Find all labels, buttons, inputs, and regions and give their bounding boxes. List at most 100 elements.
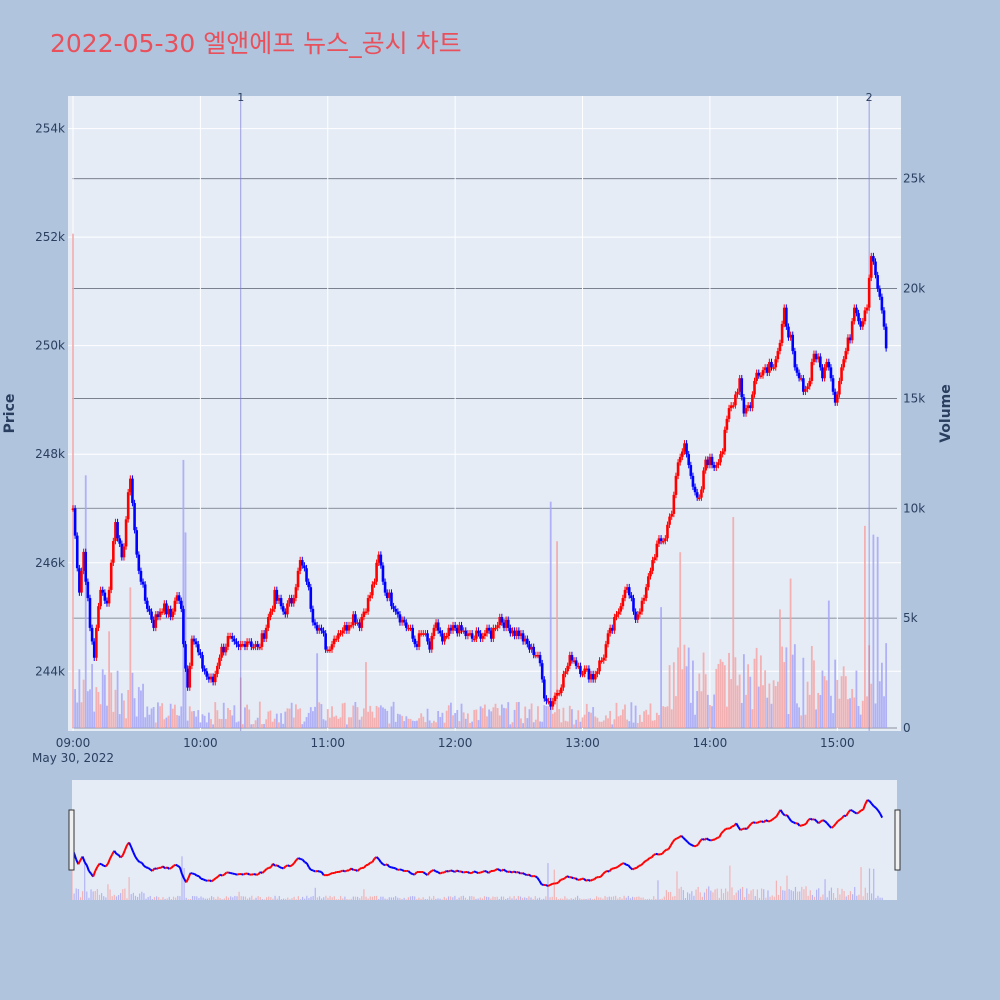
volume-bar xyxy=(114,689,117,728)
range-slider[interactable] xyxy=(68,780,901,900)
volume-bar xyxy=(309,707,312,728)
range-slider-price-line xyxy=(589,878,593,882)
range-slider-price-line xyxy=(247,872,251,876)
range-slider-volume-bar xyxy=(189,899,192,900)
range-slider-volume-bar xyxy=(494,896,496,900)
range-slider-price-line xyxy=(232,872,236,876)
range-slider-price-line xyxy=(505,870,509,873)
range-slider-left-handle[interactable] xyxy=(68,809,75,871)
range-slider-price-line xyxy=(492,869,496,872)
candle-body xyxy=(636,614,640,620)
range-slider-volume-bar xyxy=(574,897,577,900)
range-slider-price-line xyxy=(629,867,634,871)
candle-body xyxy=(536,655,540,657)
range-slider-price-line xyxy=(344,869,348,873)
volume-bar xyxy=(384,708,386,728)
range-slider-price-line xyxy=(219,873,223,877)
volume-bar xyxy=(165,717,168,728)
volume-bar xyxy=(263,723,265,728)
range-slider-volume-bar xyxy=(684,898,687,900)
volume-bar xyxy=(781,646,784,728)
range-slider-price-line xyxy=(617,864,621,868)
volume-bar xyxy=(522,723,524,728)
volume-bar xyxy=(354,701,357,728)
candle-body xyxy=(188,665,192,688)
volume-bar xyxy=(515,702,518,728)
candle-body xyxy=(500,617,504,623)
range-slider-volume-bar xyxy=(257,895,259,900)
volume-bar xyxy=(345,724,348,728)
volume-bar xyxy=(131,672,134,728)
range-slider-volume-bar xyxy=(168,896,170,900)
range-slider-price-line xyxy=(181,873,186,880)
volume-bar xyxy=(180,706,183,728)
candle-body xyxy=(269,611,272,618)
candle-body xyxy=(806,386,809,390)
range-slider-price-line xyxy=(310,868,314,872)
candle-body xyxy=(757,372,761,376)
volume-bar xyxy=(626,719,629,728)
range-slider-volume-bar xyxy=(266,897,268,900)
volume-bar xyxy=(539,721,541,728)
range-slider-price-line xyxy=(384,863,388,867)
candle-body xyxy=(167,608,170,615)
range-slider-volume-bar xyxy=(426,899,428,900)
range-slider-right-handle[interactable] xyxy=(894,809,901,871)
range-slider-price-line xyxy=(437,871,441,875)
candle-body xyxy=(277,598,281,601)
candle-body xyxy=(674,475,678,495)
candle-body xyxy=(230,636,234,639)
y2-tick-label: 25k xyxy=(903,172,925,186)
range-slider-price-line xyxy=(644,859,648,863)
range-slider-volume-bar xyxy=(414,896,416,900)
volume-bar xyxy=(278,722,280,728)
range-slider-volume-bar xyxy=(244,896,247,900)
range-slider-price-line xyxy=(276,864,280,868)
candle-body xyxy=(152,619,155,628)
range-slider-volume-bar xyxy=(153,897,156,900)
candle-body xyxy=(143,584,147,601)
range-slider-volume-bar xyxy=(714,889,716,900)
range-slider-volume-bar xyxy=(443,896,445,900)
volume-bar xyxy=(286,708,289,728)
volume-bar xyxy=(169,703,172,728)
candle-body xyxy=(526,638,529,645)
range-slider-volume-bar xyxy=(246,898,249,900)
volume-bar xyxy=(445,710,448,728)
candle-body xyxy=(428,641,431,650)
candle-body xyxy=(731,405,735,407)
range-slider-volume-bar xyxy=(253,899,255,900)
volume-bar xyxy=(367,711,370,728)
range-slider-price-line xyxy=(274,864,278,867)
candle-body xyxy=(869,256,873,278)
range-slider-price-line xyxy=(769,818,773,823)
range-slider-volume-bar xyxy=(162,897,164,900)
volume-bar xyxy=(524,706,527,728)
range-slider-volume-bar xyxy=(314,887,316,900)
candle-body xyxy=(725,418,729,430)
candle-body xyxy=(836,394,839,403)
candle-body xyxy=(515,630,519,637)
y-axis-title: Price xyxy=(2,394,18,434)
volume-bar xyxy=(258,701,261,728)
range-slider-volume-bar xyxy=(803,889,805,900)
range-slider-volume-bar xyxy=(765,897,767,900)
volume-bar xyxy=(220,718,223,728)
candle-body xyxy=(746,405,750,409)
range-slider-volume-bar xyxy=(397,897,399,900)
range-slider-volume-bar xyxy=(327,897,329,900)
volume-bar xyxy=(762,685,764,728)
candle-body xyxy=(613,617,616,631)
volume-bar xyxy=(823,676,826,728)
candle-body xyxy=(591,674,595,680)
candle-body xyxy=(723,429,727,452)
range-slider-volume-bar xyxy=(752,889,754,900)
range-slider-price-line xyxy=(720,830,725,834)
volume-bar xyxy=(810,645,813,728)
volume-bar xyxy=(726,706,728,728)
candle-body xyxy=(844,351,848,360)
range-slider-volume-bar xyxy=(826,897,828,900)
candle-body xyxy=(492,627,495,639)
candle-body xyxy=(460,625,463,631)
volume-bar xyxy=(668,665,671,728)
